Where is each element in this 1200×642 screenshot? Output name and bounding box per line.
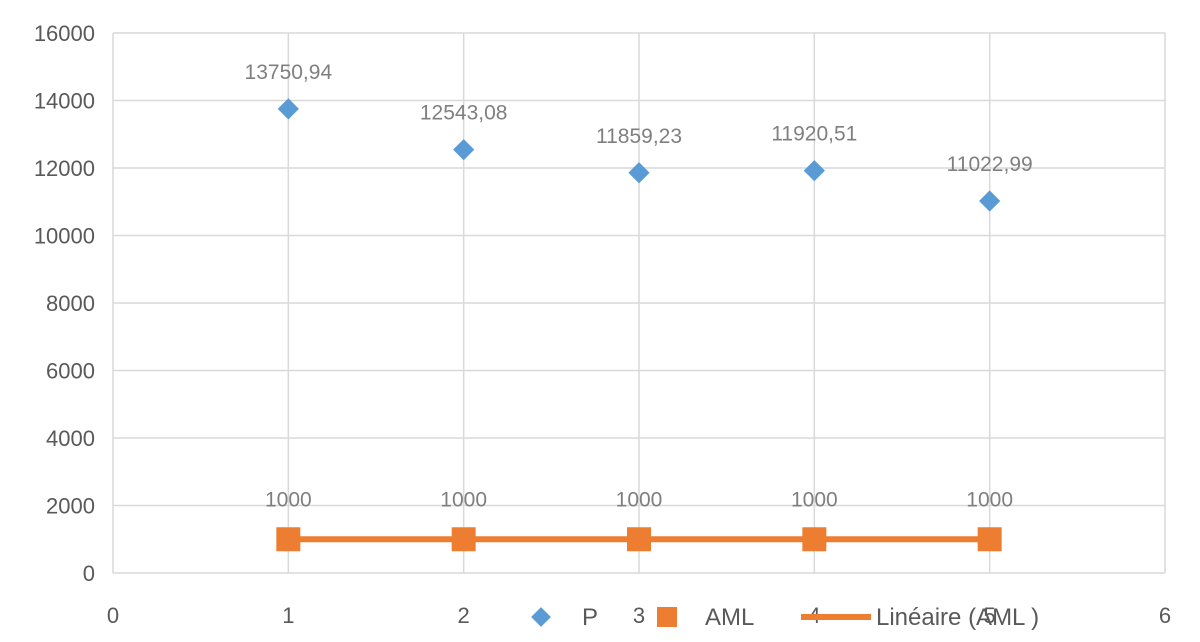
data-label-p: 11859,23 (596, 125, 682, 148)
point-aml (276, 527, 301, 552)
y-tick-label: 6000 (46, 359, 95, 384)
x-tick-label: 2 (458, 603, 470, 628)
x-tick-label: 6 (1159, 603, 1171, 628)
data-label-aml: 1000 (966, 488, 1013, 511)
y-tick-label: 2000 (46, 494, 95, 519)
point-p (803, 160, 825, 182)
y-tick-label: 14000 (34, 89, 95, 114)
point-aml (977, 527, 1002, 552)
data-label-p: 11920,51 (771, 123, 857, 146)
data-label-aml: 1000 (791, 488, 838, 511)
x-tick-label: 0 (107, 603, 119, 628)
data-label-aml: 1000 (265, 488, 312, 511)
x-tick-label: 5 (984, 603, 996, 628)
point-aml (802, 527, 827, 552)
y-tick-label: 0 (83, 561, 95, 586)
point-p (453, 139, 475, 161)
legend-label-p: P (582, 604, 598, 631)
legend-label-trendline: Linéaire (AML ) (876, 604, 1039, 631)
point-p (277, 98, 299, 120)
legend[interactable]: P AML Linéaire (AML ) (531, 604, 1039, 631)
data-label-p: 13750,94 (245, 61, 333, 84)
legend-marker-p (531, 607, 551, 627)
y-axis-ticks: 0 2000 4000 6000 8000 10000 12000 14000 16000 (34, 21, 95, 586)
data-labels: 13750,94 12543,08 11859,23 11920,51 11022,99… (245, 61, 1033, 511)
data-marks (276, 98, 1002, 552)
grid-lines (112, 32, 1166, 574)
data-label-aml: 1000 (616, 488, 663, 511)
y-tick-label: 10000 (34, 224, 95, 249)
x-tick-label: 1 (282, 603, 294, 628)
data-label-p: 12543,08 (420, 102, 508, 125)
data-label-aml: 1000 (440, 488, 487, 511)
y-tick-label: 12000 (34, 156, 95, 181)
point-p (628, 162, 650, 184)
x-tick-label: 3 (633, 603, 645, 628)
y-tick-label: 8000 (46, 291, 95, 316)
point-p (979, 190, 1001, 212)
y-tick-label: 16000 (34, 21, 95, 46)
point-aml (627, 527, 651, 552)
point-aml (451, 527, 476, 552)
legend-label-aml: AML (705, 604, 754, 631)
data-label-p: 11022,99 (947, 153, 1033, 176)
legend-marker-aml (657, 607, 677, 627)
y-tick-label: 4000 (46, 426, 95, 451)
